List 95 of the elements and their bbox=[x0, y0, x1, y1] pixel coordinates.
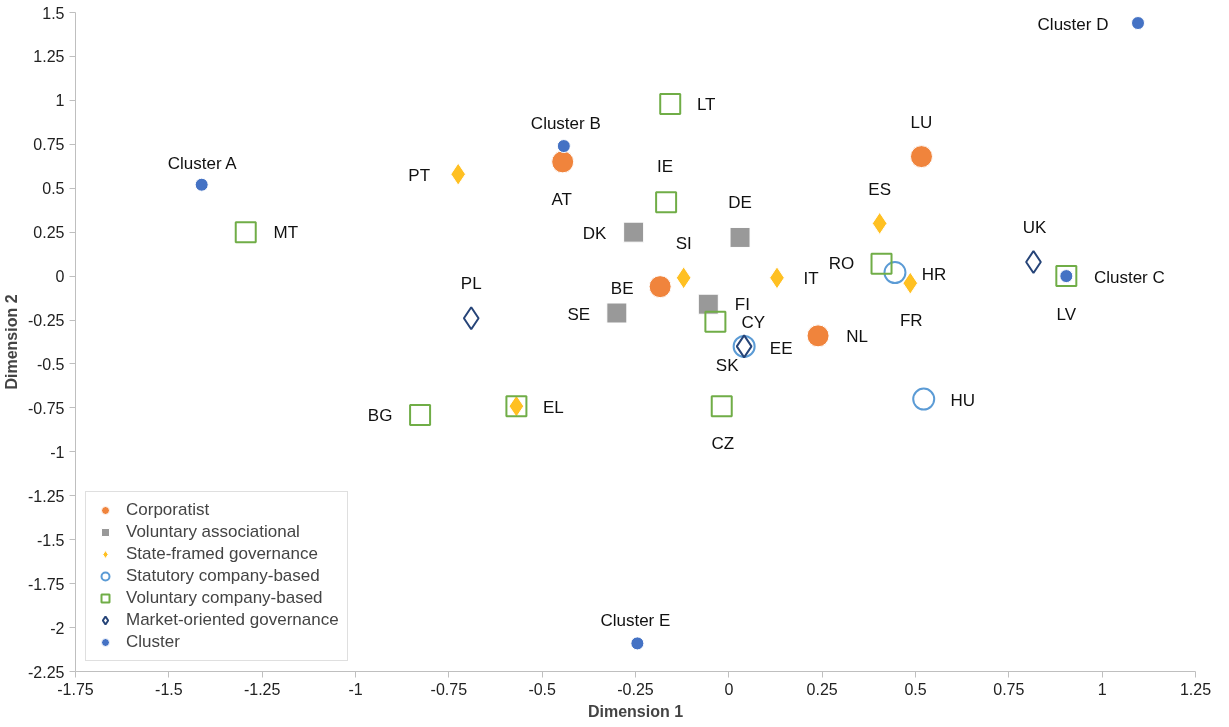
y-axis-title: Dimension 2 bbox=[3, 294, 21, 390]
annotation: FI bbox=[734, 294, 750, 314]
annotation: CY bbox=[741, 313, 766, 333]
annotation: SI bbox=[675, 234, 692, 254]
point bbox=[659, 92, 682, 115]
x-tick-label: -1 bbox=[348, 680, 363, 698]
y-tick-label: -0.5 bbox=[36, 355, 65, 373]
annotation: BE bbox=[610, 279, 634, 299]
point bbox=[1131, 16, 1146, 31]
annotation: MT bbox=[273, 222, 299, 242]
x-tick-label: 0 bbox=[724, 680, 734, 698]
legend-label: State-framed governance bbox=[126, 544, 318, 564]
y-tick-label: -1 bbox=[50, 443, 65, 461]
y-tick-label: 0.5 bbox=[42, 180, 65, 198]
point bbox=[871, 211, 888, 235]
point bbox=[623, 221, 645, 243]
annotation: HR bbox=[921, 265, 947, 285]
point bbox=[630, 636, 645, 651]
annotation: SK bbox=[715, 355, 740, 375]
x-tick-label: 0.25 bbox=[806, 680, 838, 698]
annotation: IE bbox=[657, 156, 674, 176]
x-tick-label: -1.5 bbox=[155, 680, 183, 698]
legend-label: Statutory company-based bbox=[126, 566, 320, 586]
y-tick-label: -1.25 bbox=[28, 487, 65, 505]
y-tick-label: -0.75 bbox=[28, 399, 65, 417]
legend-label: Market-oriented governance bbox=[126, 610, 339, 630]
annotation: Cluster B bbox=[530, 113, 601, 133]
annotation: PL bbox=[460, 273, 482, 293]
x-axis-title: Dimension 1 bbox=[587, 702, 684, 720]
point bbox=[704, 310, 727, 333]
annotation: ES bbox=[868, 179, 892, 199]
point bbox=[697, 293, 719, 315]
y-tick-label: 1 bbox=[55, 92, 65, 110]
point bbox=[710, 395, 733, 418]
legend-label: Voluntary company-based bbox=[126, 588, 323, 608]
point bbox=[883, 261, 907, 285]
point bbox=[551, 150, 575, 174]
point bbox=[912, 387, 936, 411]
legend-label: Corporatist bbox=[126, 500, 210, 520]
y-tick-label: -2.25 bbox=[28, 663, 65, 681]
annotation: UK bbox=[1022, 217, 1047, 237]
legend-label: Cluster bbox=[126, 632, 180, 652]
point bbox=[870, 252, 893, 275]
annotation: CZ bbox=[711, 433, 735, 453]
annotation: DE bbox=[728, 192, 752, 212]
y-tick-label: 0.75 bbox=[33, 136, 65, 154]
point bbox=[556, 139, 571, 154]
point bbox=[806, 324, 830, 348]
x-tick-label: 1 bbox=[1097, 680, 1107, 698]
y-tick-label: -1.5 bbox=[36, 531, 65, 549]
x-tick-label: -0.5 bbox=[528, 680, 557, 698]
annotation: FR bbox=[899, 310, 923, 330]
annotation: NL bbox=[846, 327, 868, 347]
annotation: Cluster E bbox=[600, 610, 671, 630]
annotation: LT bbox=[696, 95, 716, 115]
annotation: HU bbox=[950, 390, 975, 410]
y-tick-label: -2 bbox=[50, 619, 65, 637]
x-tick-label: -0.25 bbox=[617, 680, 654, 698]
annotation: EE bbox=[769, 338, 793, 358]
point bbox=[409, 403, 432, 426]
y-tick-label: 0 bbox=[55, 268, 65, 286]
annotation: Cluster D bbox=[1037, 14, 1109, 34]
point bbox=[648, 275, 672, 299]
point bbox=[909, 145, 933, 169]
point bbox=[675, 266, 692, 290]
x-tick-label: 0.75 bbox=[993, 680, 1025, 698]
point bbox=[234, 221, 257, 244]
annotation: PT bbox=[408, 165, 431, 185]
point bbox=[902, 271, 919, 295]
x-tick-label: -0.75 bbox=[430, 680, 468, 698]
point bbox=[729, 226, 751, 248]
annotation: LV bbox=[1056, 304, 1077, 324]
annotation: DK bbox=[582, 223, 608, 243]
y-tick-label: 1.25 bbox=[33, 48, 65, 66]
x-tick-label: 1.25 bbox=[1179, 680, 1212, 698]
y-tick-label: -0.25 bbox=[28, 312, 65, 330]
point bbox=[462, 306, 480, 331]
legend-label: Voluntary associational bbox=[126, 522, 300, 542]
point bbox=[655, 191, 678, 214]
annotation: SE bbox=[567, 304, 591, 324]
annotation: IT bbox=[803, 269, 819, 289]
point bbox=[194, 177, 209, 192]
y-tick-label: 1.5 bbox=[42, 4, 65, 22]
annotation: BG bbox=[367, 406, 393, 426]
annotation: Cluster A bbox=[167, 154, 238, 174]
annotation: EL bbox=[543, 397, 564, 417]
annotation: RO bbox=[828, 254, 855, 274]
point bbox=[606, 302, 628, 324]
y-tick-label: 0.25 bbox=[33, 224, 65, 242]
x-tick-label: 0.5 bbox=[904, 680, 927, 698]
annotation: Cluster C bbox=[1093, 267, 1165, 287]
annotation: AT bbox=[551, 190, 572, 210]
annotation: LU bbox=[910, 113, 933, 133]
x-tick-label: -1.25 bbox=[243, 680, 281, 698]
y-tick-label: -1.75 bbox=[28, 575, 65, 593]
